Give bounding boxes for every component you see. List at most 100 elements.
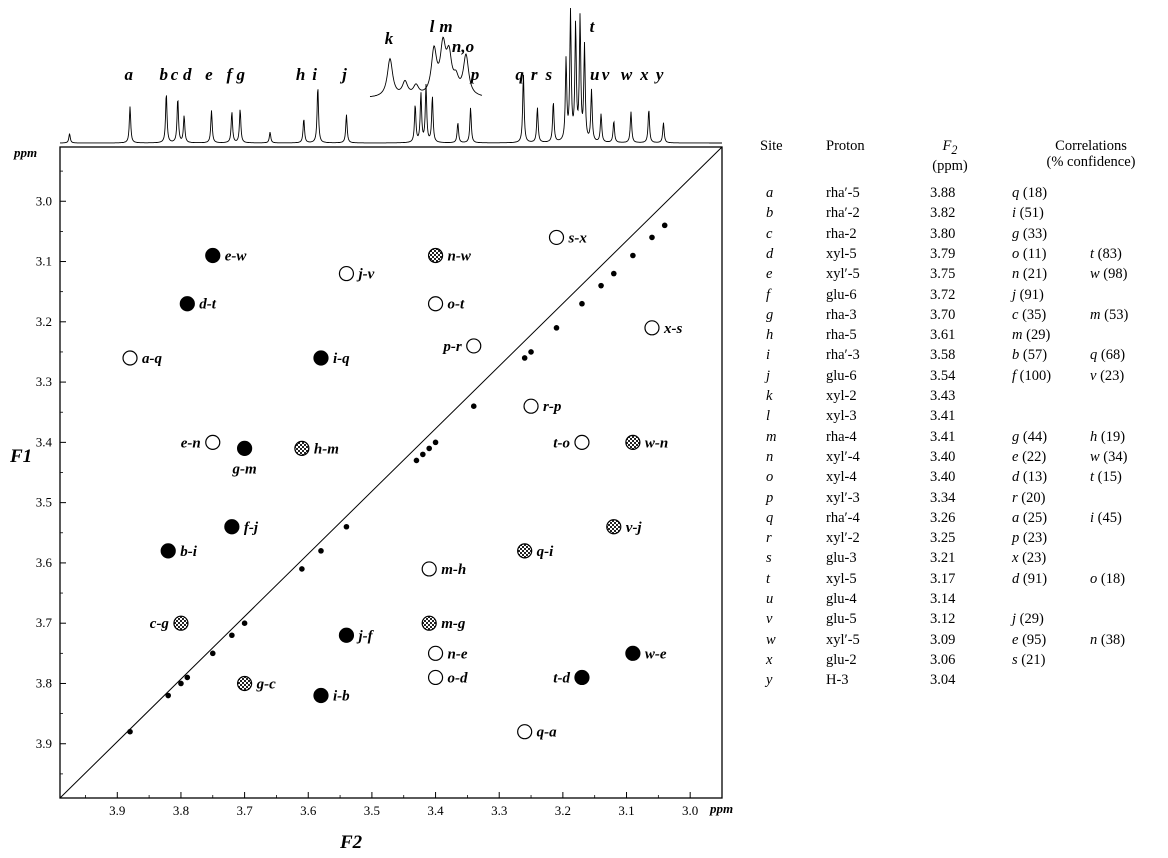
correlation-confidence: (68): [1097, 347, 1126, 364]
correlation-confidence: (95): [1018, 631, 1047, 648]
spectrum-label-c: c: [171, 65, 179, 84]
cross-peak-d-t: [179, 296, 195, 312]
diagonal-peak-22: [649, 234, 655, 241]
cell-correlation: f (100): [1012, 366, 1051, 386]
correlation-confidence: (33): [1019, 225, 1048, 242]
cross-peak-i-q: [313, 350, 329, 366]
cross-peak-t-o: [574, 434, 590, 450]
cell-correlation: g (44): [1012, 427, 1047, 447]
cross-peak-label-n-w: n-w: [448, 249, 472, 265]
cross-peak-label-j-f: j-f: [356, 628, 374, 644]
cross-peak-n-w: [427, 247, 444, 264]
cell-correlation: c (35): [1012, 305, 1046, 325]
correlation-confidence: (35): [1018, 306, 1047, 323]
diagonal-peak-3: [184, 674, 191, 681]
cell-correlation: d (13): [1012, 467, 1047, 487]
correlation-confidence: (21): [1019, 266, 1048, 283]
cell-site: m: [766, 428, 777, 445]
table-row: f glu-6 3.72 j (91): [760, 285, 1168, 305]
cell-proton: glu-2: [826, 651, 857, 668]
table-row: r xyl′-2 3.25 p (23): [760, 528, 1168, 548]
x-axis-title-main: F2: [339, 832, 363, 853]
x-tick-label-8: 3.1: [618, 803, 634, 818]
cell-correlation: n (38): [1090, 630, 1125, 650]
table-row: y H-3 3.04: [760, 670, 1168, 690]
cell-shift: 3.25: [930, 530, 956, 547]
spectrum-inset-label-0: k: [385, 29, 394, 48]
cell-proton: rha′-3: [826, 347, 860, 364]
diagonal-peak-11: [420, 451, 426, 458]
spectrum-inset-label-1: l: [430, 17, 435, 36]
y-tick-label-5: 3.5: [36, 495, 52, 510]
correlation-confidence: (91): [1016, 286, 1044, 303]
spectrum-label-b: b: [160, 65, 169, 84]
table-row: d xyl-5 3.79 o (11) t (83): [760, 244, 1168, 264]
cell-proton: xyl′-5: [826, 631, 860, 648]
cell-site: a: [766, 185, 774, 201]
diagonal-peak-9: [343, 523, 350, 530]
correlation-site: n: [1012, 266, 1020, 283]
cross-peak-p-r: [466, 338, 482, 354]
cross-peak-label-i-b: i-b: [333, 689, 350, 705]
correlation-confidence: (34): [1099, 448, 1128, 465]
cross-peak-label-q-i: q-i: [537, 544, 554, 560]
cross-peak-v-j: [606, 519, 622, 535]
x-tick-label-5: 3.4: [427, 803, 444, 818]
table-row: u glu-4 3.14: [760, 589, 1168, 609]
y-tick-label-9: 3.9: [36, 736, 52, 751]
cross-peak-label-e-w: e-w: [225, 249, 248, 265]
cross-peak-label-s-x: s-x: [568, 230, 588, 246]
cell-shift: 3.82: [930, 205, 956, 222]
correlation-site: q: [1012, 185, 1020, 201]
correlation-site: d: [1012, 469, 1020, 486]
cell-proton: xyl-2: [826, 388, 857, 404]
cross-peak-n-e: [427, 645, 444, 661]
cell-correlation: t (83): [1090, 244, 1122, 264]
table-row: x glu-2 3.06 s (21): [760, 650, 1168, 670]
spectrum-label-j: j: [339, 65, 347, 84]
diagonal-peak-8: [318, 548, 324, 554]
cross-peak-label-b-i: b-i: [180, 544, 197, 560]
diagonal-line: [59, 146, 723, 799]
spectrum-label-i: i: [312, 65, 317, 84]
cell-correlation: i (45): [1090, 508, 1122, 528]
cross-peak-label-e-n: e-n: [181, 435, 201, 451]
spectrum-label-w: w: [621, 65, 633, 84]
cross-peak-w-e: [625, 645, 641, 661]
cell-proton: glu-5: [826, 611, 857, 628]
cross-peak-label-i-q: i-q: [333, 351, 350, 367]
spectrum-label-d: d: [183, 65, 192, 84]
x-tick-label-4: 3.5: [364, 803, 380, 818]
table-row: m rha-4 3.41 g (44) h (19): [760, 427, 1168, 447]
cell-site: n: [766, 448, 774, 465]
cell-correlation: h (19): [1090, 427, 1125, 447]
cross-peak-label-d-t: d-t: [199, 297, 216, 313]
spectrum-label-f: f: [226, 65, 234, 84]
cross-peak-h-m: [294, 440, 310, 456]
table-row: l xyl-3 3.41: [760, 406, 1168, 426]
header-correlations: Correlations (% confidence): [1006, 138, 1168, 178]
cross-peak-q-i: [517, 543, 533, 559]
cell-proton: rha-5: [826, 327, 857, 344]
x-axis-unit-label: ppm: [709, 801, 733, 816]
diagonal-peak-14: [470, 403, 477, 409]
table-row: s glu-3 3.21 x (23): [760, 548, 1168, 568]
cross-peak-label-t-d: t-d: [553, 670, 570, 686]
diagonal-peak-21: [630, 252, 636, 259]
table-row: t xyl-5 3.17 d (91) o (18): [760, 569, 1168, 589]
1d-spectrum: a b c d e f g h i j p q r s u v w x y t k l mn,o: [60, 7, 722, 144]
x-tick-label-3: 3.6: [300, 803, 317, 818]
correlation-site: o: [1090, 570, 1098, 587]
correlation-confidence: (18): [1097, 570, 1126, 587]
cross-peak-c-g: [173, 615, 189, 631]
spectrum-label-a: a: [124, 65, 133, 84]
cross-peak-o-t: [427, 296, 444, 312]
cell-proton: rha′-4: [826, 509, 860, 526]
correlation-confidence: (53): [1100, 306, 1129, 323]
cross-peak-b-i: [160, 543, 176, 559]
correlation-site: x: [1012, 550, 1019, 567]
header-f2-sub: 2: [951, 142, 958, 157]
x-tick-label-7: 3.2: [555, 803, 571, 818]
spectrum-label-s: s: [545, 65, 553, 84]
cell-shift: 3.06: [930, 651, 956, 668]
